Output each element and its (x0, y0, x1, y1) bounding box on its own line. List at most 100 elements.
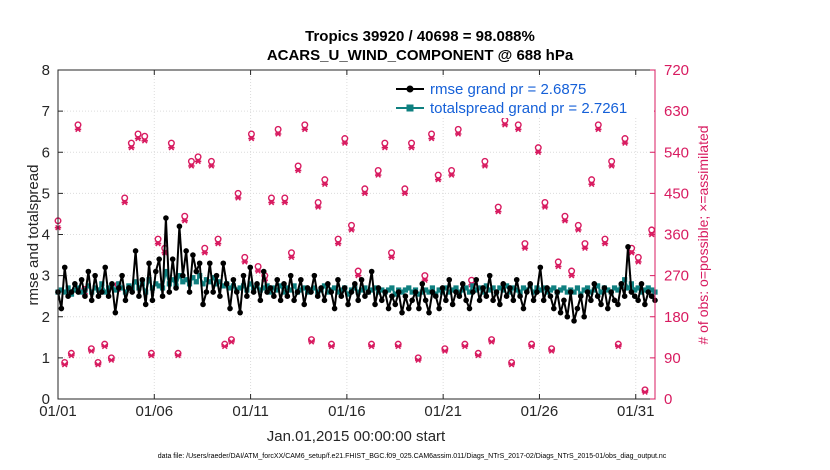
obs-assimilated-point (288, 254, 295, 261)
totalspread-point (638, 289, 645, 295)
obs-assimilated-point (455, 131, 462, 137)
totalspread-point (547, 287, 554, 293)
rmse-point (244, 293, 250, 299)
obs-possible-point (74, 121, 82, 129)
totalspread-point (453, 285, 459, 291)
rmse-point (466, 305, 473, 312)
obs-assimilated-point (621, 140, 629, 146)
obs-assimilated-point (481, 163, 489, 169)
obs-assimilated-stroke (215, 240, 221, 247)
obs-possible-point (381, 139, 389, 147)
rmse-point (399, 309, 405, 316)
obs-assimilated-point (174, 352, 182, 359)
obs-assimilated-stroke (588, 181, 595, 188)
rmse-point (483, 293, 490, 299)
rmse-point (581, 313, 587, 320)
rmse-point (385, 305, 392, 312)
obs-possible-point (568, 267, 576, 275)
obs-possible-point (267, 194, 275, 202)
obs-assimilated-stroke (221, 343, 228, 350)
rmse-point (331, 305, 338, 312)
rmse-point (453, 289, 459, 295)
totalspread-point (183, 277, 189, 283)
totalspread-point (409, 289, 415, 295)
obs-assimilated-point (495, 208, 502, 215)
obs-assimilated-stroke (482, 163, 488, 169)
rmse-point (507, 285, 513, 291)
rmse-point (631, 293, 638, 299)
obs-possible-point (301, 121, 309, 129)
totalspread-point (92, 285, 98, 291)
obs-assimilated-stroke (88, 348, 95, 354)
rmse-point (547, 293, 554, 299)
rmse-point (210, 289, 216, 295)
totalspread-point (281, 289, 287, 295)
obs-assimilated-point (528, 343, 535, 350)
totalspread-point (143, 289, 149, 295)
rmse-point (611, 297, 618, 304)
rmse-point (419, 281, 426, 287)
obs-assimilated-stroke (108, 357, 115, 363)
totalspread-point (402, 287, 409, 293)
rmse-point (223, 281, 230, 287)
rmse-point (112, 309, 119, 316)
rmse-point (85, 268, 92, 275)
totalspread-point (274, 287, 280, 293)
rmse-point (439, 285, 446, 291)
rmse-point (520, 305, 527, 312)
rmse-point (159, 293, 166, 299)
obs-assimilated-stroke (101, 343, 108, 350)
totalspread-point (588, 289, 594, 295)
rmse-point (604, 305, 611, 312)
obs-assimilated-stroke (568, 272, 575, 279)
obs-assimilated-point (575, 227, 582, 233)
obs-assimilated-stroke (268, 199, 275, 206)
totalspread-point (345, 291, 351, 297)
totalspread-point (99, 281, 105, 287)
totalspread-point (207, 279, 213, 285)
rmse-point (314, 293, 321, 299)
rmse-point (574, 305, 581, 312)
rmse-point (264, 289, 270, 295)
x-tick-label: 01/21 (424, 403, 462, 420)
obs-assimilated-stroke (602, 240, 608, 247)
rmse-point (513, 276, 520, 283)
rmse-point (378, 297, 385, 304)
totalspread-point (622, 277, 628, 283)
y-tick-label: 7 (42, 103, 50, 120)
totalspread-point (180, 279, 186, 285)
rmse-point (443, 297, 449, 304)
rmse-point (156, 256, 162, 262)
totalspread-point (520, 285, 527, 291)
totalspread-point (247, 281, 253, 287)
totalspread-point (298, 287, 304, 293)
obs-possible-point (254, 262, 262, 270)
obs-possible-point (334, 235, 342, 243)
rmse-point (132, 248, 139, 254)
y-axis-left: 0 1 2 3 4 5 6 7 8 (42, 62, 63, 408)
rmse-point (230, 276, 237, 283)
obs-assimilated-point (601, 240, 609, 247)
totalspread-point (632, 287, 638, 293)
rmse-point (335, 276, 341, 283)
obs-assimilated-stroke (455, 131, 462, 137)
rmse-point (510, 297, 517, 304)
totalspread-point (72, 287, 78, 293)
obs-assimilated-stroke (355, 272, 361, 279)
totalspread-point (102, 289, 108, 295)
rmse-point (615, 301, 621, 308)
rmse-line (57, 217, 656, 322)
rmse-point (240, 272, 247, 279)
rmse-point (186, 289, 193, 295)
rmse-point (136, 293, 142, 299)
obs-possible-point (514, 121, 522, 129)
obs-possible-point (401, 185, 409, 193)
obs-possible-point (201, 244, 209, 252)
rmse-point (446, 276, 453, 283)
totalspread-point (62, 289, 68, 295)
totalspread-point (75, 285, 81, 291)
obs-assimilated-point (521, 245, 529, 252)
totalspread-point (470, 283, 476, 289)
x-tick-label: 01/11 (232, 403, 268, 420)
x-tick-label: 01/16 (328, 403, 366, 420)
